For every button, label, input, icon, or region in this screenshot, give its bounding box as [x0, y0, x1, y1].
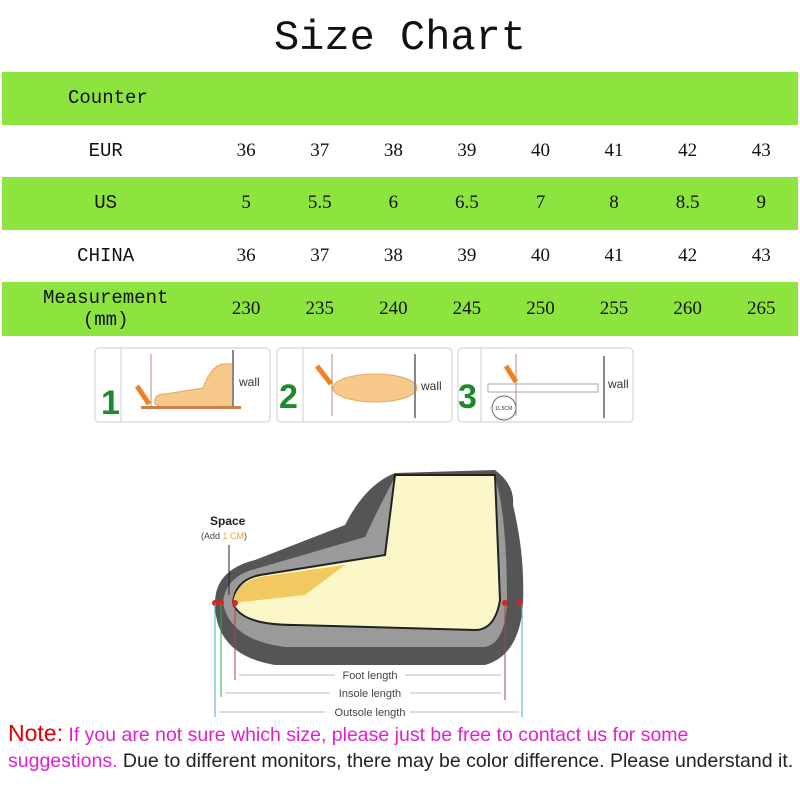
step-3: 3 11.5CM wall — [457, 347, 634, 423]
table-cell: 40 — [530, 244, 550, 266]
note-text: Note: If you are not sure which size, pl… — [8, 720, 794, 772]
table-cell: 230 — [231, 298, 261, 319]
svg-text:wall: wall — [238, 375, 260, 389]
svg-text:(Add 1 CM): (Add 1 CM) — [201, 531, 247, 541]
table-row: CHINA 36 37 38 39 40 41 42 43 — [2, 230, 798, 283]
row-label: US — [2, 192, 209, 214]
table-cell: 43 — [751, 139, 771, 161]
foot-icon — [154, 363, 234, 409]
table-cell: 8.5 — [675, 192, 700, 214]
table-cell: 5.5 — [307, 192, 332, 214]
table-cell: 41 — [604, 139, 624, 161]
table-cell: 235 — [305, 298, 334, 319]
step-2: 2 wall — [276, 347, 453, 423]
table-cell: 7 — [535, 192, 546, 214]
page-title: Size Chart — [273, 14, 527, 62]
ruler-icon — [487, 383, 599, 393]
table-cell: 43 — [751, 244, 771, 266]
table-cell: 42 — [678, 139, 698, 161]
size-table: Counter EUR 36 37 38 39 40 41 42 43 US 5 5.5 6 6.5 7 8… — [2, 72, 798, 336]
step-number: 1 — [101, 384, 120, 422]
table-cell: 41 — [604, 244, 624, 266]
row-label-text: Measurement — [42, 287, 169, 309]
foot-icon — [332, 373, 418, 403]
table-cell: 38 — [383, 244, 403, 266]
table-cell: 8 — [609, 192, 619, 214]
row-label-text: CHINA — [77, 244, 135, 267]
table-cell: 42 — [678, 244, 698, 266]
svg-text:Insole length: Insole length — [339, 688, 401, 700]
table-row: EUR 36 37 38 39 40 41 42 43 — [2, 125, 798, 178]
svg-text:wall: wall — [607, 377, 629, 391]
table-cell: 265 — [746, 298, 776, 319]
table-cell: 38 — [383, 139, 403, 161]
table-cell: 6.5 — [455, 192, 479, 214]
table-cell: 245 — [452, 298, 482, 319]
table-cell: 6 — [388, 192, 399, 214]
table-cell: 240 — [379, 298, 408, 319]
table-row: US 5 5.5 6 6.5 7 8 8.5 9 — [2, 177, 798, 230]
table-row: Measurement (mm) 230 235 240 245 250 255 260 265 — [2, 282, 798, 336]
measurement-steps: 1 wall 2 wall 3 11.5CM wall — [94, 347, 634, 423]
table-cell: 36 — [236, 139, 256, 161]
row-label-unit: (mm) — [82, 309, 129, 331]
row-label: EUR — [2, 140, 209, 162]
shoe-diagram: Space (Add 1 CM) Foot length Insole leng… — [201, 470, 524, 719]
svg-text:Foot length: Foot length — [342, 670, 397, 682]
svg-text:Space: Space — [210, 514, 246, 528]
table-cell: 9 — [756, 192, 766, 214]
table-cell: 255 — [599, 298, 629, 319]
table-cell: 40 — [530, 139, 550, 161]
step-number: 2 — [279, 378, 298, 416]
step-number: 3 — [458, 378, 477, 416]
table-cell: 37 — [310, 244, 330, 266]
table-cell: 39 — [457, 244, 477, 266]
step-1: 1 wall — [94, 347, 271, 423]
table-header-row: Counter — [2, 72, 798, 125]
row-label: CHINA — [2, 245, 209, 267]
header-label: Counter — [68, 87, 148, 110]
svg-text:wall: wall — [420, 379, 442, 393]
table-cell: 260 — [673, 298, 702, 319]
svg-text:11.5CM: 11.5CM — [495, 406, 512, 412]
table-cell: 36 — [236, 244, 256, 266]
table-cell: 39 — [457, 139, 477, 161]
row-label: Measurement (mm) — [2, 287, 209, 331]
table-cell: 250 — [526, 298, 555, 319]
row-label-text: US — [94, 192, 118, 215]
table-cell: 5 — [241, 192, 251, 214]
row-label-text: EUR — [88, 139, 123, 162]
table-cell: 37 — [310, 139, 330, 161]
svg-text:Outsole length: Outsole length — [335, 707, 406, 719]
